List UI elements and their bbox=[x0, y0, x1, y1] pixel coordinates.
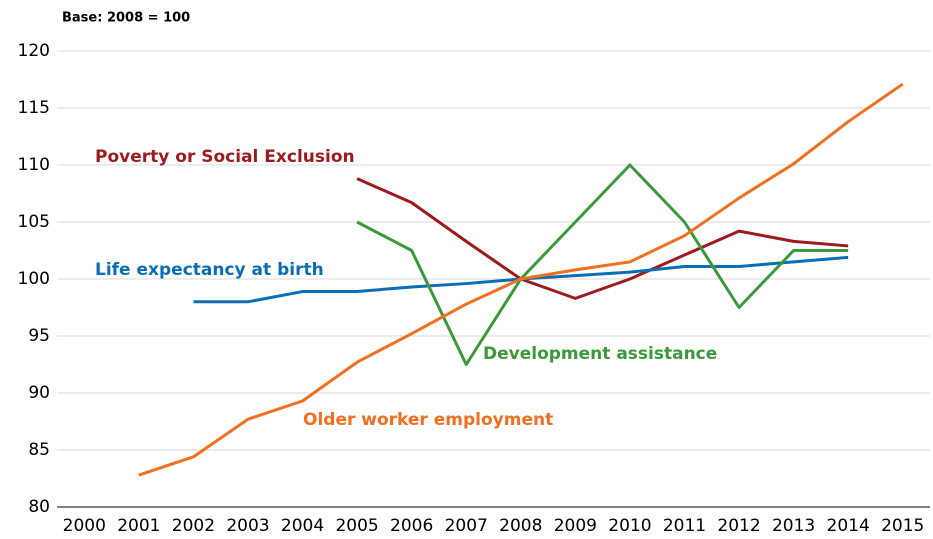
series-line bbox=[356, 177, 849, 300]
y-tick-label: 95 bbox=[28, 326, 50, 346]
x-tick-label: 2011 bbox=[663, 516, 706, 536]
y-tick-label: 80 bbox=[28, 497, 50, 517]
y-tick-label: 115 bbox=[18, 98, 50, 118]
x-tick-label: 2000 bbox=[63, 516, 106, 536]
chart-subtitle: Base: 2008 = 100 bbox=[62, 11, 190, 26]
series-label: Development assistance bbox=[483, 344, 717, 364]
x-tick-label: 2006 bbox=[390, 516, 433, 536]
x-tick-label: 2014 bbox=[827, 516, 870, 536]
y-tick-label: 105 bbox=[18, 212, 50, 232]
x-tick-label: 2005 bbox=[335, 516, 378, 536]
x-tick-label: 2007 bbox=[445, 516, 488, 536]
series-line bbox=[138, 82, 904, 477]
y-tick-label: 90 bbox=[28, 383, 50, 403]
x-tick-label: 2001 bbox=[117, 516, 160, 536]
y-tick-label: 100 bbox=[18, 269, 50, 289]
x-tick-label: 2013 bbox=[772, 516, 815, 536]
x-tick-label: 2010 bbox=[608, 516, 651, 536]
x-tick-label: 2012 bbox=[717, 516, 760, 536]
series-line bbox=[356, 163, 849, 366]
series-label: Older worker employment bbox=[303, 410, 553, 430]
y-tick-label: 110 bbox=[18, 155, 50, 175]
y-tick-label: 85 bbox=[28, 440, 50, 460]
x-tick-label: 2002 bbox=[172, 516, 215, 536]
x-tick-label: 2009 bbox=[554, 516, 597, 536]
x-tick-label: 2008 bbox=[499, 516, 542, 536]
x-tick-label: 2015 bbox=[881, 516, 924, 536]
series-label: Poverty or Social Exclusion bbox=[95, 147, 355, 167]
x-tick-label: 2004 bbox=[281, 516, 324, 536]
series-label: Life expectancy at birth bbox=[95, 260, 324, 280]
y-tick-label: 120 bbox=[18, 41, 50, 61]
x-tick-label: 2003 bbox=[226, 516, 269, 536]
